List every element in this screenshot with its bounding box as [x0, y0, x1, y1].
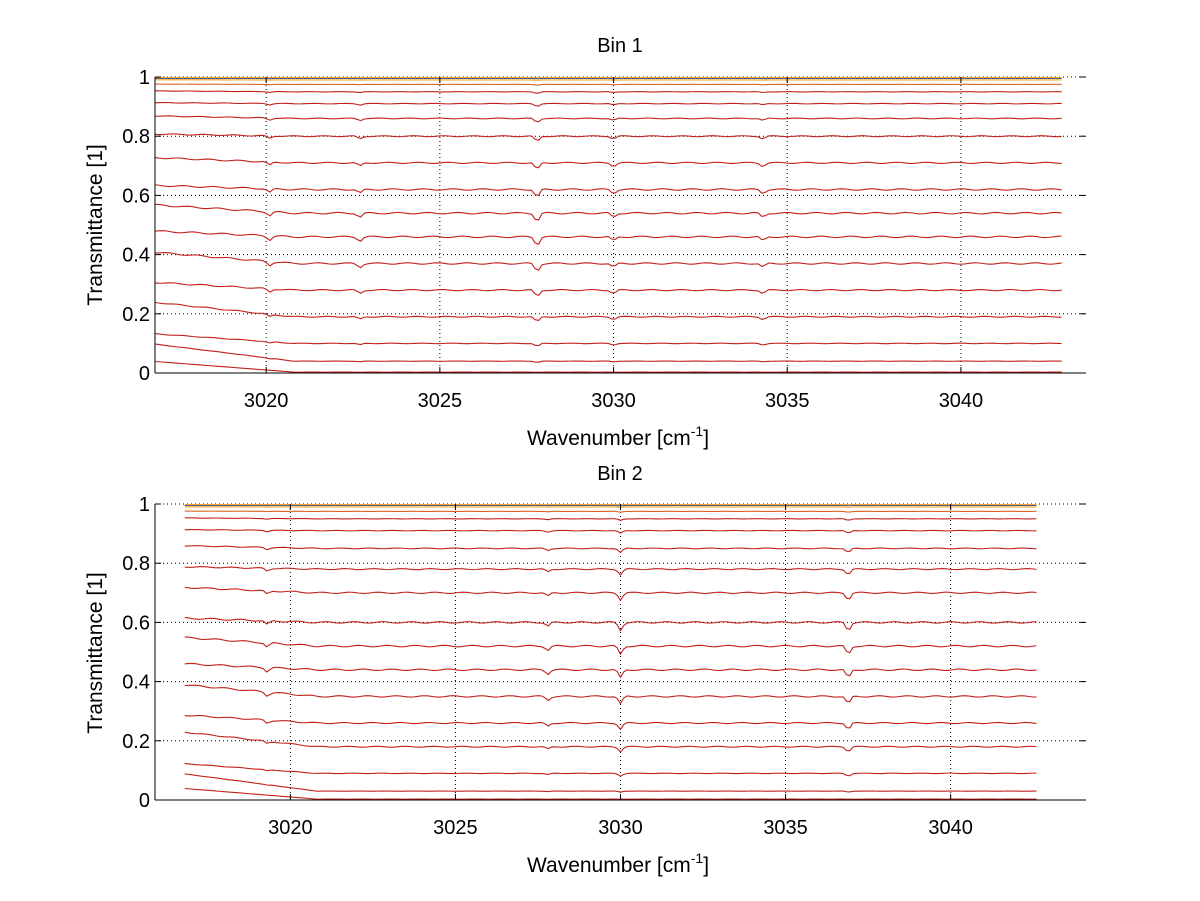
series-line	[154, 343, 1062, 363]
x-tick-label: 3020	[244, 390, 289, 412]
x-tick-label: 3040	[928, 817, 973, 839]
series-line	[184, 586, 1037, 602]
panel-bin-2: Bin 2 3020 3025 3030 3035 3040 0 0.2 0.4 0.6 0.8 1…	[84, 463, 1086, 877]
x-tick-label: 3030	[598, 817, 643, 839]
series-line	[154, 230, 1062, 245]
series-line	[154, 203, 1062, 221]
series-line	[154, 101, 1062, 107]
series-line	[184, 510, 1037, 513]
series-line	[154, 90, 1062, 94]
series-line	[154, 360, 1062, 373]
series-line	[184, 506, 1037, 508]
y-tick-label: 0.4	[122, 245, 150, 267]
y-axis-label-bin-1: Transmittance [1]	[84, 144, 107, 305]
series-line	[154, 83, 1062, 86]
y-tick-label: 0.2	[122, 304, 150, 326]
series-line	[154, 301, 1062, 322]
series-curves-bin-2	[184, 503, 1037, 800]
series-line	[184, 566, 1037, 576]
series-line	[154, 282, 1062, 297]
y-tick-label: 0.6	[122, 185, 150, 207]
y-tick-label: 1	[139, 494, 150, 516]
series-line	[184, 616, 1037, 632]
series-line	[184, 731, 1037, 753]
tick-labels-bin-2: 3020 3025 3030 3035 3040 0 0.2 0.4 0.6 0.8 1	[122, 494, 973, 839]
series-line	[184, 517, 1037, 521]
y-tick-label: 0	[139, 790, 150, 812]
series-curves-bin-1	[154, 76, 1062, 373]
series-line	[154, 252, 1062, 271]
y-tick-label: 1	[139, 67, 150, 89]
x-tick-label: 3025	[418, 390, 463, 412]
series-line	[184, 636, 1037, 656]
x-tick-label: 3035	[763, 817, 808, 839]
tick-labels-bin-1: 3020 3025 3030 3035 3040 0 0.2 0.4 0.6 0.8 1	[122, 67, 983, 412]
y-tick-label: 0.8	[122, 553, 150, 575]
y-tick-label: 0.2	[122, 731, 150, 753]
series-line	[184, 662, 1037, 679]
series-line	[184, 684, 1037, 705]
series-line	[154, 184, 1062, 196]
x-tick-label: 3020	[268, 817, 313, 839]
axes-bin-1	[154, 76, 1086, 374]
series-line	[154, 115, 1062, 123]
y-tick-label: 0.6	[122, 612, 150, 634]
series-line	[154, 333, 1062, 347]
series-line	[184, 787, 1037, 800]
x-tick-label: 3035	[765, 390, 810, 412]
y-tick-label: 0.4	[122, 672, 150, 694]
chart-title-bin-1: Bin 1	[597, 35, 643, 57]
series-line	[184, 773, 1037, 793]
chart-title-bin-2: Bin 2	[597, 463, 643, 485]
series-line	[184, 528, 1037, 534]
y-axis-label-bin-2: Transmittance [1]	[84, 572, 107, 733]
series-line	[184, 545, 1037, 554]
grid-bin-2	[155, 503, 1086, 801]
series-line	[154, 156, 1062, 169]
axes-bin-2	[154, 503, 1086, 801]
series-line	[154, 133, 1062, 141]
y-tick-label: 0	[139, 363, 150, 385]
x-tick-label: 3025	[433, 817, 478, 839]
x-axis-label-bin-2: Wavenumber [cm-1]	[527, 850, 709, 877]
y-tick-label: 0.8	[122, 126, 150, 148]
x-axis-label-bin-1: Wavenumber [cm-1]	[527, 423, 709, 450]
x-tick-label: 3030	[591, 390, 636, 412]
x-tick-label: 3040	[939, 390, 984, 412]
panel-bin-1: Bin 1 3020 3025 3030 3035 3040 0 0.2 0.4 0.6 0.8 1…	[84, 35, 1086, 450]
grid-bin-1	[155, 76, 1086, 374]
series-line	[184, 715, 1037, 731]
series-line	[184, 762, 1037, 777]
